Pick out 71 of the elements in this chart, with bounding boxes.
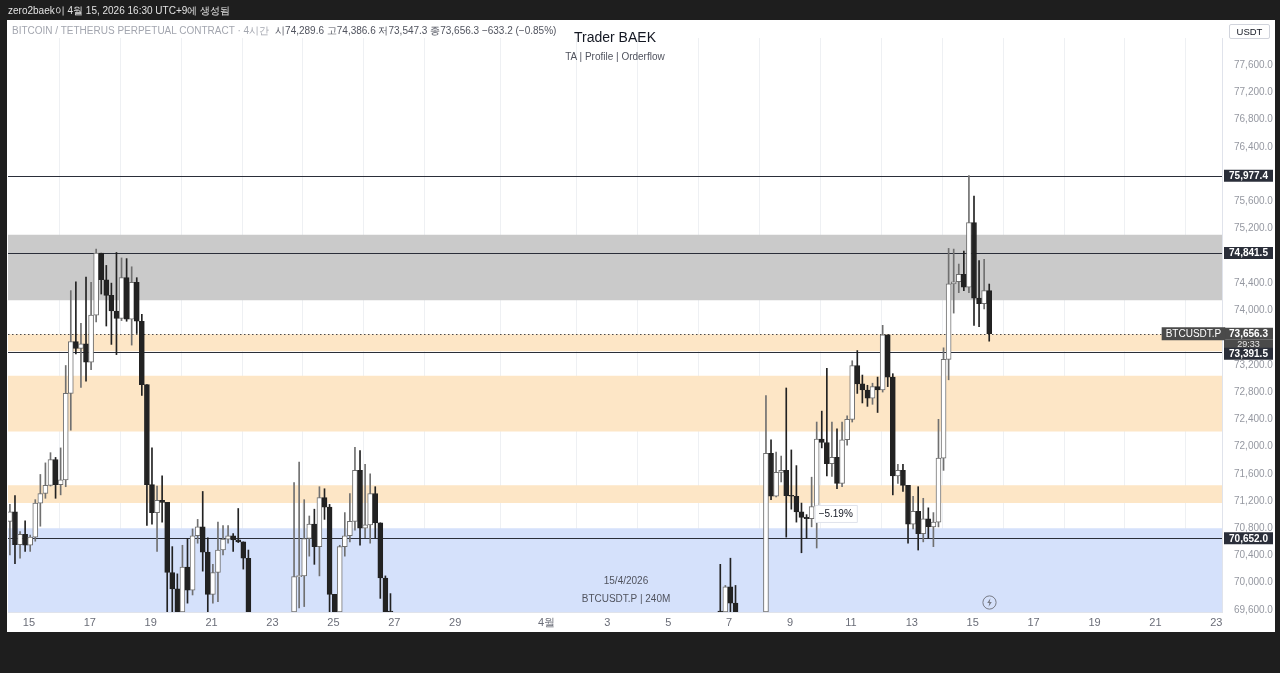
- x-tick-label: 17: [83, 615, 96, 628]
- y-axis-title: USDT: [1229, 24, 1270, 39]
- y-tick-label: 75,200.0: [1234, 222, 1274, 234]
- candlestick: [818, 410, 825, 449]
- annotation: −5.19%: [818, 508, 853, 520]
- y-tick-label: 72,400.0: [1234, 413, 1274, 425]
- x-tick-label: 19: [1088, 615, 1101, 628]
- y-tick-label: 72,000.0: [1234, 440, 1274, 452]
- y-tick-label: 70,400.0: [1234, 549, 1274, 561]
- x-tick-label: 17: [1027, 615, 1040, 628]
- ref-line-label: 75,977.4: [1229, 169, 1269, 181]
- x-tick-label: 5: [665, 615, 672, 628]
- x-tick-label: 19: [144, 615, 157, 628]
- x-tick-label: 15: [966, 615, 979, 628]
- candlestick: [235, 508, 242, 543]
- candlestick: [225, 525, 231, 544]
- x-tick-label: 23: [266, 615, 279, 628]
- candlestick: [73, 281, 79, 355]
- y-tick-label: 70,800.0: [1234, 522, 1274, 533]
- y-tick-label: 70,000.0: [1234, 576, 1274, 588]
- x-tick-label: 25: [327, 615, 340, 628]
- y-tick-label: 73,200.0: [1234, 358, 1274, 370]
- chart-title: Trader BAEK: [574, 29, 656, 45]
- ref-line-label: 74,841.5: [1229, 247, 1269, 259]
- x-tick-label: 4월: [537, 615, 556, 628]
- y-tick-label: 75,600.0: [1234, 195, 1274, 207]
- annotation: BTCUSDT.P | 240M: [580, 592, 672, 606]
- candlestick: [717, 564, 724, 612]
- y-tick-label: 77,600.0: [1234, 58, 1274, 70]
- text: zero2baek이 4월 15, 2026 16:30 UTC+9에 생성됨: [8, 4, 231, 18]
- x-tick-label: 7: [726, 615, 733, 628]
- x-tick-label: 3: [604, 615, 611, 628]
- ref-line-label: 73,391.5: [1229, 348, 1269, 360]
- x-tick-label: 15: [22, 615, 36, 628]
- candlestick: [78, 322, 84, 388]
- text: 시74,289.6 고74,386.6 저73,547.3 종73,656.3 −633.2 (−0.85%): [275, 25, 557, 36]
- candlestick: [778, 455, 785, 483]
- x-tick-label: 13: [905, 615, 918, 628]
- y-tick-label: 76,400.0: [1234, 140, 1274, 152]
- y-tick-label: 74,400.0: [1234, 276, 1274, 288]
- annotation: BTCUSDT.P: [1165, 328, 1222, 340]
- x-tick-label: 27: [388, 615, 401, 628]
- x-tick-label: 21: [1149, 615, 1162, 628]
- y-tick-label: 77,200.0: [1234, 86, 1274, 98]
- x-tick-label: 29: [449, 615, 462, 628]
- y-tick-label: 69,600.0: [1234, 603, 1274, 615]
- x-tick-label: 11: [845, 615, 857, 628]
- text: 29:33: [1237, 338, 1260, 349]
- candlestick: [976, 260, 982, 328]
- candlestick: [783, 387, 790, 538]
- candlestick: [824, 367, 830, 477]
- candlestick: [154, 485, 160, 552]
- x-tick-label: 9: [787, 615, 794, 628]
- candlestick: [362, 463, 368, 539]
- candlestick: [829, 421, 835, 477]
- candlestick: [950, 248, 957, 314]
- candlestick: [159, 475, 165, 523]
- text: BITCOIN / TETHERUS PERPETUAL CONTRACT · 4시간: [12, 25, 270, 36]
- annotation: 15/4/2026: [602, 574, 650, 588]
- candlestick: [83, 276, 89, 382]
- y-tick-label: 71,600.0: [1234, 467, 1274, 479]
- y-tick-label: 76,800.0: [1234, 113, 1274, 125]
- text: TA | Profile | Orderflow: [564, 51, 666, 62]
- x-tick-label: 21: [205, 615, 218, 628]
- ref-line-label: 73,656.3: [1229, 328, 1269, 340]
- y-tick-label: 71,200.0: [1234, 494, 1274, 506]
- x-tick-label: 23: [1210, 615, 1223, 628]
- candlestick: [788, 449, 795, 510]
- ref-line-label: 70,652.0: [1229, 532, 1269, 544]
- y-tick-label: 74,000.0: [1234, 304, 1274, 316]
- y-tick-label: 72,800.0: [1234, 385, 1274, 397]
